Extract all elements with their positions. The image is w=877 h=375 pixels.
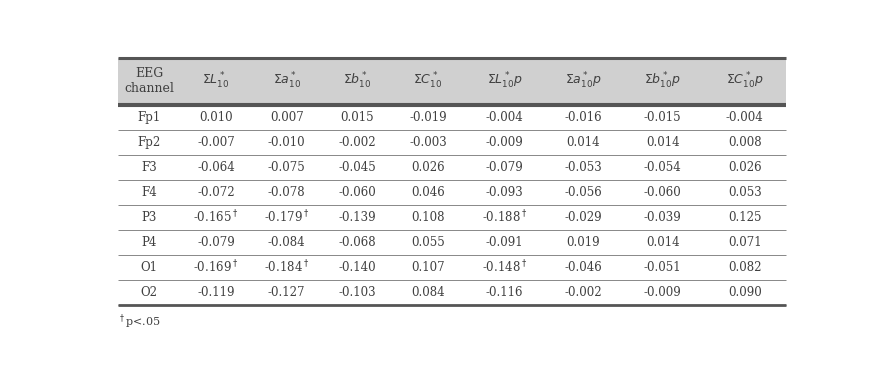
Text: Fp1: Fp1	[138, 111, 160, 124]
Text: -0.009: -0.009	[644, 286, 681, 299]
Text: -0.060: -0.060	[339, 186, 376, 199]
Text: -0.084: -0.084	[267, 236, 305, 249]
Text: -0.039: -0.039	[644, 211, 681, 224]
Text: $\Sigma C^*_{10}p$: $\Sigma C^*_{10}p$	[726, 71, 764, 92]
Text: -0.009: -0.009	[486, 136, 524, 149]
Text: -0.169$^\dagger$: -0.169$^\dagger$	[194, 259, 239, 276]
Text: -0.119: -0.119	[197, 286, 235, 299]
Text: $\Sigma b^*_{10}p$: $\Sigma b^*_{10}p$	[645, 71, 681, 92]
Text: 0.055: 0.055	[411, 236, 445, 249]
Text: $\Sigma L^*_{10}$: $\Sigma L^*_{10}$	[203, 71, 230, 92]
Text: -0.165$^\dagger$: -0.165$^\dagger$	[194, 209, 239, 226]
Text: -0.184$^\dagger$: -0.184$^\dagger$	[264, 259, 310, 276]
Text: -0.148$^\dagger$: -0.148$^\dagger$	[481, 259, 527, 276]
Text: 0.019: 0.019	[567, 236, 601, 249]
Text: -0.075: -0.075	[267, 161, 305, 174]
Text: 0.014: 0.014	[567, 136, 601, 149]
Text: 0.014: 0.014	[645, 136, 680, 149]
Text: 0.026: 0.026	[728, 161, 761, 174]
Text: -0.139: -0.139	[339, 211, 376, 224]
Text: 0.090: 0.090	[728, 286, 762, 299]
Text: 0.053: 0.053	[728, 186, 762, 199]
Text: 0.015: 0.015	[340, 111, 374, 124]
Text: -0.010: -0.010	[267, 136, 305, 149]
Text: -0.016: -0.016	[565, 111, 602, 124]
Text: -0.045: -0.045	[339, 161, 376, 174]
Text: -0.015: -0.015	[644, 111, 681, 124]
Text: -0.003: -0.003	[410, 136, 447, 149]
Text: -0.079: -0.079	[197, 236, 235, 249]
Text: 0.084: 0.084	[411, 286, 445, 299]
Text: O1: O1	[141, 261, 158, 274]
Text: F3: F3	[141, 161, 157, 174]
Text: -0.002: -0.002	[565, 286, 602, 299]
Text: 0.008: 0.008	[728, 136, 761, 149]
Text: 0.046: 0.046	[411, 186, 445, 199]
Text: -0.051: -0.051	[644, 261, 681, 274]
Text: 0.107: 0.107	[411, 261, 445, 274]
Text: -0.029: -0.029	[565, 211, 602, 224]
Text: $\Sigma C^*_{10}$: $\Sigma C^*_{10}$	[413, 71, 443, 92]
Text: -0.004: -0.004	[726, 111, 764, 124]
Text: 0.108: 0.108	[411, 211, 445, 224]
Text: -0.116: -0.116	[486, 286, 524, 299]
Text: -0.079: -0.079	[486, 161, 524, 174]
Text: F4: F4	[141, 186, 157, 199]
Text: -0.054: -0.054	[644, 161, 681, 174]
Text: -0.004: -0.004	[486, 111, 524, 124]
Text: -0.140: -0.140	[339, 261, 376, 274]
Text: $^\dagger$p<.05: $^\dagger$p<.05	[118, 312, 160, 331]
Text: -0.019: -0.019	[410, 111, 447, 124]
Text: EEG
channel: EEG channel	[125, 68, 175, 96]
Text: $\Sigma a^*_{10}$: $\Sigma a^*_{10}$	[273, 71, 301, 92]
Text: 0.082: 0.082	[728, 261, 761, 274]
Text: O2: O2	[141, 286, 158, 299]
Text: -0.064: -0.064	[197, 161, 235, 174]
Text: 0.010: 0.010	[199, 111, 233, 124]
Text: P4: P4	[141, 236, 157, 249]
Text: -0.078: -0.078	[267, 186, 305, 199]
Text: -0.007: -0.007	[197, 136, 235, 149]
Text: -0.053: -0.053	[565, 161, 602, 174]
Text: -0.056: -0.056	[565, 186, 602, 199]
Text: $\Sigma a^*_{10}p$: $\Sigma a^*_{10}p$	[566, 71, 602, 92]
Text: -0.046: -0.046	[565, 261, 602, 274]
Text: -0.072: -0.072	[197, 186, 235, 199]
Text: -0.127: -0.127	[268, 286, 305, 299]
Text: -0.068: -0.068	[339, 236, 376, 249]
Bar	[118, 58, 786, 105]
Text: 0.014: 0.014	[645, 236, 680, 249]
Text: 0.007: 0.007	[270, 111, 303, 124]
Text: $\Sigma b^*_{10}$: $\Sigma b^*_{10}$	[343, 71, 372, 92]
Text: -0.103: -0.103	[339, 286, 376, 299]
Text: Fp2: Fp2	[138, 136, 160, 149]
Text: -0.093: -0.093	[486, 186, 524, 199]
Text: P3: P3	[141, 211, 157, 224]
Text: -0.060: -0.060	[644, 186, 681, 199]
Text: 0.125: 0.125	[728, 211, 761, 224]
Text: 0.026: 0.026	[411, 161, 445, 174]
Text: $\Sigma L^*_{10}p$: $\Sigma L^*_{10}p$	[487, 71, 523, 92]
Text: -0.188$^\dagger$: -0.188$^\dagger$	[481, 209, 527, 226]
Text: 0.071: 0.071	[728, 236, 761, 249]
Text: -0.091: -0.091	[486, 236, 524, 249]
Text: -0.179$^\dagger$: -0.179$^\dagger$	[264, 209, 310, 226]
Bar	[118, 105, 786, 305]
Text: -0.002: -0.002	[339, 136, 376, 149]
